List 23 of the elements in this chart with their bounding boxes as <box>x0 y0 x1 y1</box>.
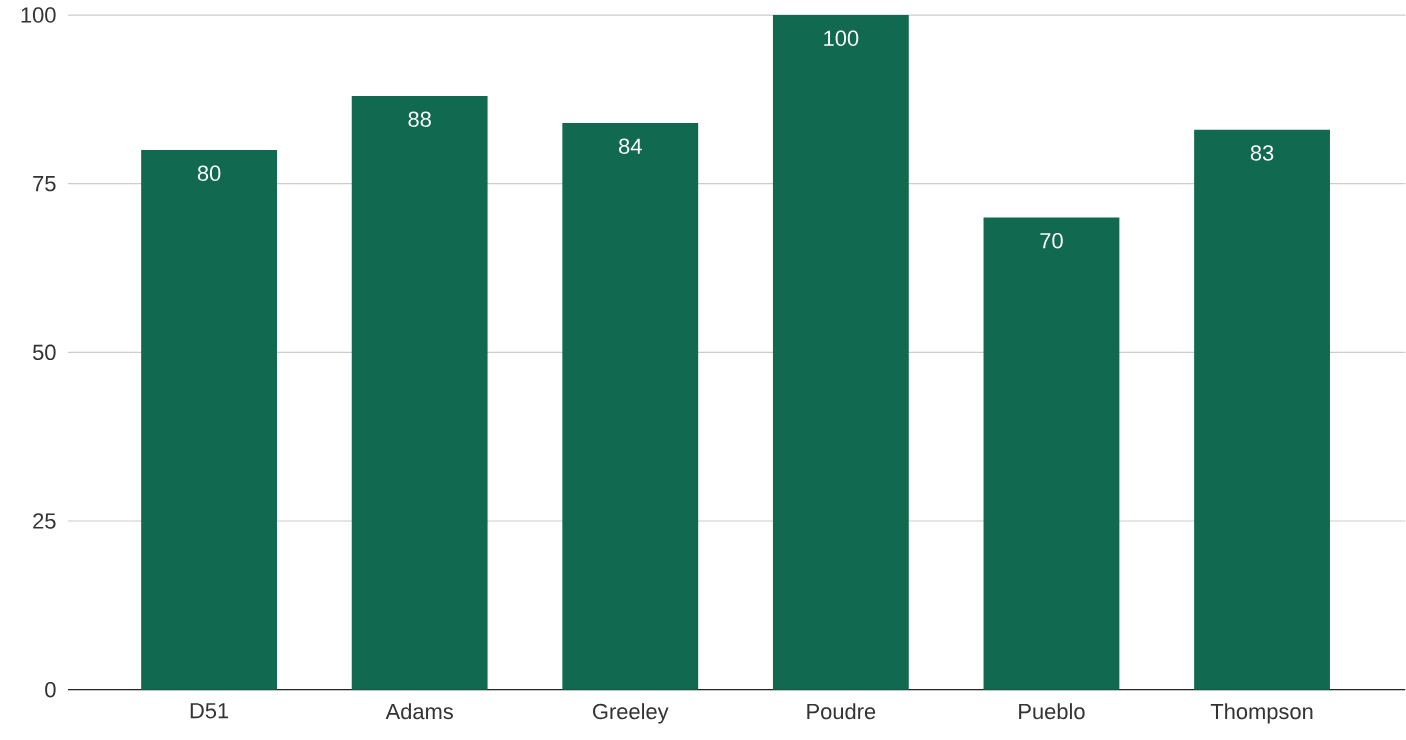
data-label: 84 <box>619 138 642 155</box>
x-tick-label: Adams <box>385 703 453 720</box>
x-tick-label: Poudre <box>807 703 876 720</box>
x-tick-label: Thompson <box>1210 703 1313 724</box>
bar <box>351 96 488 690</box>
bar <box>562 123 699 690</box>
data-label: 100 <box>824 30 859 47</box>
x-tick-label: Pueblo <box>1019 703 1085 720</box>
x-tick-label: Greeley <box>593 703 669 724</box>
data-label: 88 <box>408 111 431 128</box>
bar <box>772 15 909 690</box>
data-label: 80 <box>197 165 221 182</box>
y-tick-label: 75 <box>33 176 56 192</box>
bar <box>141 150 277 690</box>
y-tick-label: 100 <box>21 7 56 23</box>
y-tick-label: 0 <box>45 682 56 698</box>
x-tick-label: D51 <box>190 703 229 719</box>
data-label: 70 <box>1040 233 1063 249</box>
bar <box>1194 129 1330 690</box>
data-label: 83 <box>1250 145 1274 161</box>
y-tick-label: 25 <box>33 513 56 529</box>
y-tick-label: 50 <box>32 344 56 361</box>
bar <box>983 217 1120 690</box>
